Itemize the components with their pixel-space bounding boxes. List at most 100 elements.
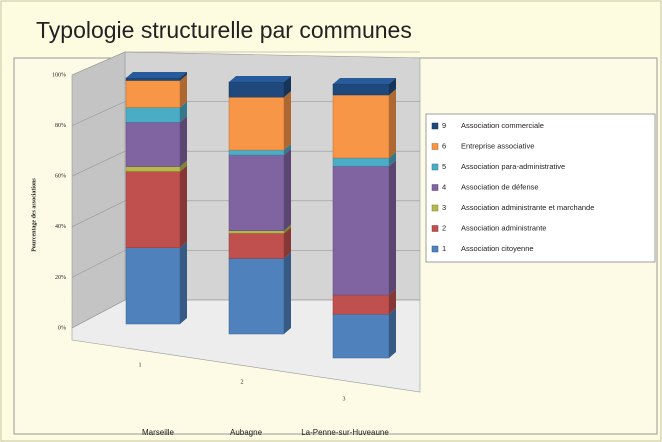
x-tick-label: 3 (343, 396, 346, 402)
bar-front (125, 166, 181, 172)
bar-front (228, 149, 285, 156)
bar-front (332, 157, 390, 167)
x-tick-label: 2 (241, 379, 244, 385)
bar-segment (332, 88, 396, 159)
bar-front (228, 154, 285, 231)
y-axis-label: Pourcentage des associations (31, 178, 37, 252)
category-name: La-Penne-sur-Huveaune (301, 428, 389, 437)
bar-side (180, 72, 187, 81)
legend-label: Association administrante (461, 223, 546, 232)
legend-code: 3 (442, 203, 446, 212)
bar-segment (332, 308, 396, 359)
legend-label: Association citoyenne (461, 244, 534, 253)
bar-segment (228, 91, 291, 151)
grid-line (71, 200, 420, 228)
grid-line (71, 51, 420, 76)
bar-top (333, 78, 396, 84)
legend-label: Entreprise associative (461, 141, 534, 150)
bar-front (332, 165, 390, 296)
bar-side (180, 241, 187, 324)
bar-segment (228, 227, 291, 259)
bar-front (228, 230, 285, 234)
bar-segment (125, 241, 187, 325)
y-tick-label: 0% (58, 325, 66, 331)
bar-segment (332, 288, 396, 315)
bar-front (125, 80, 181, 108)
legend-swatch (431, 122, 439, 130)
bar-front (125, 171, 181, 248)
bar-side (284, 227, 291, 259)
category-name: Marseille (142, 428, 175, 437)
bar-side (389, 151, 396, 167)
bar-front (125, 107, 181, 123)
legend-label: Association de défense (461, 182, 539, 191)
bar-side (284, 252, 291, 334)
chart-title: Typologie structurelle par communes (36, 17, 412, 43)
bar-front (228, 258, 285, 335)
bar-side (284, 91, 291, 151)
grid-line (71, 250, 420, 278)
bar-front (125, 77, 181, 81)
y-tick-label: 20% (55, 275, 66, 281)
y-tick-label: 60% (55, 174, 66, 180)
bar-side (180, 116, 187, 167)
bar-side (389, 288, 396, 315)
y-tick-label: 80% (55, 123, 66, 129)
bar-segment (228, 76, 291, 98)
bar-segment (125, 116, 187, 167)
bar-top (229, 76, 291, 82)
legend-code: 1 (442, 244, 446, 253)
bar-front (228, 96, 285, 151)
y-tick-label: 100% (52, 72, 66, 78)
bar-side (389, 88, 396, 158)
legend-swatch (431, 163, 439, 171)
bar-front (228, 81, 285, 98)
bar-segment (125, 101, 187, 123)
bar-side (389, 78, 396, 95)
bar-front (332, 94, 390, 159)
grid-line (71, 101, 420, 126)
legend-label: Association para-administrative (461, 162, 565, 171)
bar-front (332, 294, 390, 315)
y-tick-label: 40% (55, 224, 66, 230)
legend-swatch (431, 204, 439, 212)
side-wall (71, 51, 126, 329)
bar-segment (228, 252, 291, 335)
grid-line (71, 299, 420, 329)
x-tick-label: 1 (139, 362, 142, 368)
legend-code: 2 (442, 223, 446, 232)
bar-side (284, 149, 291, 231)
legend-swatch (431, 143, 439, 150)
bar-top (126, 72, 187, 78)
legend-label: Association administrante et marchande (461, 203, 594, 212)
bar-front (332, 83, 390, 96)
legend-code: 4 (442, 182, 446, 191)
bar-segment (228, 149, 291, 231)
bar-front (125, 122, 181, 167)
bar-segment (125, 74, 187, 108)
bar-segment (125, 165, 187, 248)
bar-front (125, 247, 181, 325)
bar-side (284, 76, 291, 98)
bar-side (389, 160, 396, 295)
legend-swatch (431, 225, 439, 232)
bar-side (284, 144, 291, 156)
legend-swatch (431, 245, 439, 253)
bar-side (284, 224, 291, 234)
legend-swatch (431, 184, 439, 191)
grid-line (71, 150, 420, 177)
legend-code: 6 (442, 141, 446, 150)
legend-box (425, 113, 656, 263)
category-name: Aubagne (230, 428, 263, 437)
legend-label: Association commerciale (461, 121, 544, 130)
bar-front (228, 232, 285, 259)
bar-side (180, 165, 187, 248)
bar-side (180, 160, 187, 172)
bar-side (180, 101, 187, 123)
bar-front (332, 313, 390, 359)
legend-code: 9 (442, 121, 446, 130)
bar-side (180, 74, 187, 108)
legend-code: 5 (442, 162, 446, 171)
